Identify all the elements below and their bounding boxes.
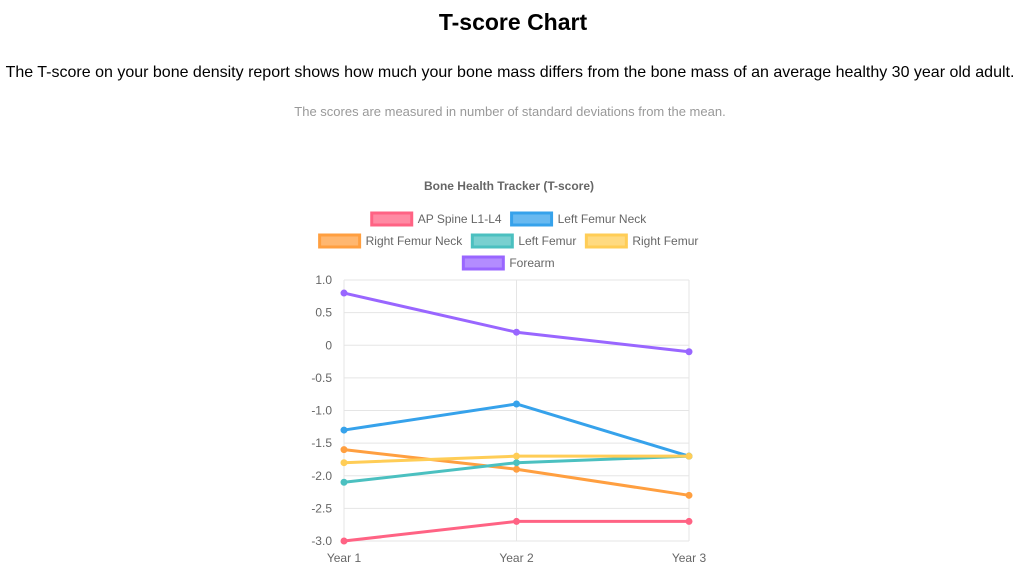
legend-swatch bbox=[584, 233, 628, 249]
x-axis: Year 1 Year 2 Year 3 bbox=[327, 551, 707, 565]
data-point[interactable] bbox=[513, 400, 520, 408]
y-tick-label: -2.5 bbox=[311, 501, 332, 515]
y-tick-label: -2.0 bbox=[311, 469, 332, 483]
y-tick-label: 0.5 bbox=[315, 306, 332, 320]
data-point[interactable] bbox=[685, 452, 693, 460]
data-point[interactable] bbox=[513, 459, 520, 467]
x-tick-label: Year 3 bbox=[672, 551, 707, 565]
data-point[interactable] bbox=[340, 446, 348, 454]
data-point[interactable] bbox=[340, 289, 348, 297]
y-tick-label: 1.0 bbox=[315, 273, 332, 287]
data-point[interactable] bbox=[513, 517, 520, 525]
series-forearm bbox=[340, 289, 693, 356]
y-tick-label: -1.0 bbox=[311, 404, 332, 418]
y-tick-label: 0 bbox=[325, 338, 332, 352]
series-ap-spine-l1-l4 bbox=[340, 517, 693, 545]
legend-item-forearm[interactable]: Forearm bbox=[461, 255, 555, 271]
data-point[interactable] bbox=[340, 426, 348, 434]
legend-swatch bbox=[510, 211, 554, 227]
y-tick-label: -1.5 bbox=[311, 436, 332, 450]
x-tick-label: Year 1 bbox=[327, 551, 362, 565]
data-point[interactable] bbox=[513, 452, 520, 460]
x-tick-label: Year 2 bbox=[499, 551, 534, 565]
y-tick-label: -0.5 bbox=[311, 371, 332, 385]
chart-grid bbox=[343, 279, 690, 542]
data-point[interactable] bbox=[685, 348, 693, 356]
legend-swatch bbox=[470, 233, 514, 249]
legend-item-right-femur[interactable]: Right Femur bbox=[584, 233, 698, 249]
legend-item-right-femur-neck[interactable]: Right Femur Neck bbox=[318, 233, 464, 249]
chart-title: Bone Health Tracker (T-score) bbox=[424, 179, 594, 193]
data-point[interactable] bbox=[340, 537, 348, 545]
legend-label: Forearm bbox=[509, 256, 554, 270]
series-right-femur bbox=[340, 452, 693, 467]
note-text: The scores are measured in number of sta… bbox=[294, 104, 726, 119]
chart-legend: AP Spine L1-L4 Left Femur Neck Right Femur… bbox=[318, 211, 698, 271]
data-point[interactable] bbox=[513, 328, 520, 336]
page-title: T-score Chart bbox=[438, 9, 588, 35]
legend-item-left-femur-neck[interactable]: Left Femur Neck bbox=[510, 211, 648, 227]
legend-swatch bbox=[370, 211, 414, 227]
data-point[interactable] bbox=[340, 478, 348, 486]
legend-item-ap-spine-l1-l4[interactable]: AP Spine L1-L4 bbox=[370, 211, 502, 227]
y-axis: 1.0 0.5 0 -0.5 -1.0 -1.5 -2.0 -2.5 -3.0 bbox=[311, 273, 332, 548]
data-point[interactable] bbox=[685, 491, 693, 499]
legend-label: Right Femur Neck bbox=[366, 234, 464, 248]
series-right-femur-neck bbox=[340, 446, 693, 499]
intro-text: The T-score on your bone density report … bbox=[5, 64, 1015, 81]
data-point[interactable] bbox=[513, 465, 520, 473]
chart-series bbox=[340, 289, 693, 545]
legend-swatch bbox=[318, 233, 362, 249]
legend-item-left-femur[interactable]: Left Femur bbox=[470, 233, 576, 249]
y-tick-label: -3.0 bbox=[311, 534, 332, 548]
legend-label: Right Femur bbox=[632, 234, 698, 248]
data-point[interactable] bbox=[340, 459, 348, 467]
legend-swatch bbox=[461, 255, 505, 271]
legend-label: Left Femur bbox=[518, 234, 576, 248]
legend-label: AP Spine L1-L4 bbox=[418, 212, 502, 226]
data-point[interactable] bbox=[685, 517, 693, 525]
legend-label: Left Femur Neck bbox=[558, 212, 648, 226]
